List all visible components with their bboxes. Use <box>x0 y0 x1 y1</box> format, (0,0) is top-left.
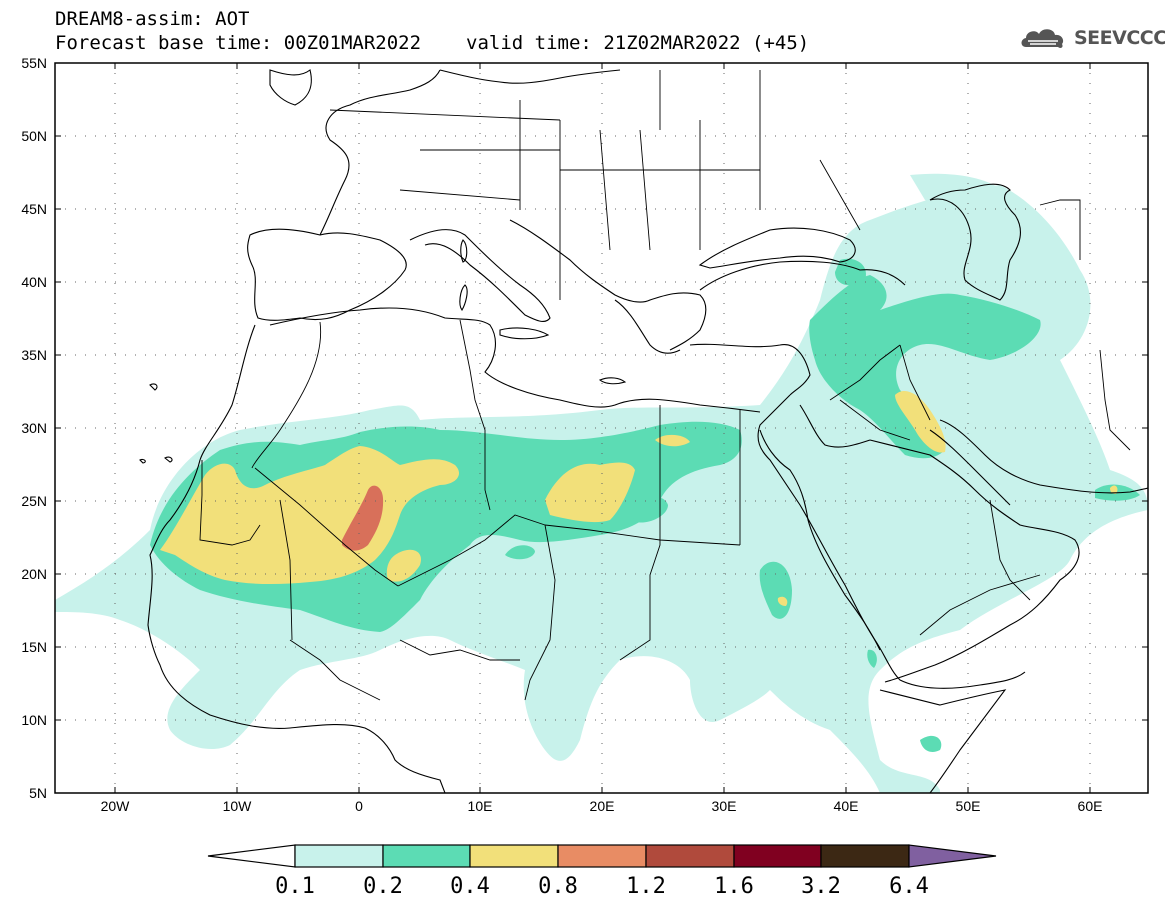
aot-orange-core <box>342 485 384 551</box>
longitude-labels: 20W 10W 0 10E 20E 30E 40E 50E 60E <box>101 798 1103 814</box>
lat-label: 35N <box>21 347 47 363</box>
logo-text: SEEVCCC <box>1074 27 1165 49</box>
ticks <box>55 62 1148 794</box>
lat-label: 5N <box>29 785 47 801</box>
cloud-icon <box>1021 29 1064 48</box>
lat-label: 10N <box>21 712 47 728</box>
colorbar-label: 0.2 <box>363 874 403 899</box>
lat-label: 55N <box>21 55 47 71</box>
colorbar-high-arrow <box>908 844 997 868</box>
lat-label: 30N <box>21 420 47 436</box>
colorbar-labels: 0.1 0.2 0.4 0.8 1.2 1.6 3.2 6.4 <box>275 874 929 899</box>
aot-medium-mideast <box>809 275 1041 459</box>
lon-label: 20E <box>590 798 615 814</box>
colorbar-segment <box>294 844 384 868</box>
colorbar-label: 0.4 <box>450 874 490 899</box>
coastlines <box>139 69 1148 793</box>
lat-label: 15N <box>21 639 47 655</box>
colorbar-label: 0.8 <box>538 874 578 899</box>
colorbar-segment <box>645 844 735 868</box>
country-borders <box>199 70 1131 701</box>
colorbar-segment <box>469 844 559 868</box>
map-title: DREAM8-assim: AOT <box>55 8 250 30</box>
seevccc-logo: SEEVCCC <box>1018 24 1165 52</box>
lat-label: 50N <box>21 128 47 144</box>
aot-yellow-west <box>160 446 460 585</box>
colorbar-label: 3.2 <box>801 874 841 899</box>
latitude-labels: 55N 50N 45N 40N 35N 30N 25N 20N 15N 10N … <box>21 55 47 801</box>
lat-label: 45N <box>21 201 47 217</box>
lon-label: 10E <box>468 798 493 814</box>
colorbar-segment <box>382 844 471 868</box>
colorbar-label: 1.2 <box>626 874 666 899</box>
base-time: Forecast base time: 00Z01MAR2022 <box>55 32 422 54</box>
colorbar-low-arrow <box>207 844 296 868</box>
lon-label: 10W <box>223 798 253 814</box>
lon-label: 60E <box>1078 798 1103 814</box>
colorbar-segment <box>820 844 910 868</box>
forecast-time-line: Forecast base time: 00Z01MAR2022 valid ti… <box>55 32 809 54</box>
lat-label: 25N <box>21 493 47 509</box>
colorbar-label: 0.1 <box>275 874 315 899</box>
lon-label: 30E <box>712 798 737 814</box>
colorbar-segment <box>733 844 822 868</box>
colorbar-label: 6.4 <box>889 874 929 899</box>
aot-yellow-gulf <box>895 390 946 453</box>
lon-label: 40E <box>834 798 859 814</box>
lon-label: 0 <box>355 798 363 814</box>
colorbar-segment <box>557 844 647 868</box>
lon-label: 50E <box>956 798 981 814</box>
lon-label: 20W <box>101 798 131 814</box>
colorbar-label: 1.6 <box>714 874 754 899</box>
colorbar <box>207 844 997 868</box>
lat-label: 20N <box>21 566 47 582</box>
lat-label: 40N <box>21 274 47 290</box>
valid-time: valid time: 21Z02MAR2022 (+45) <box>466 32 810 54</box>
